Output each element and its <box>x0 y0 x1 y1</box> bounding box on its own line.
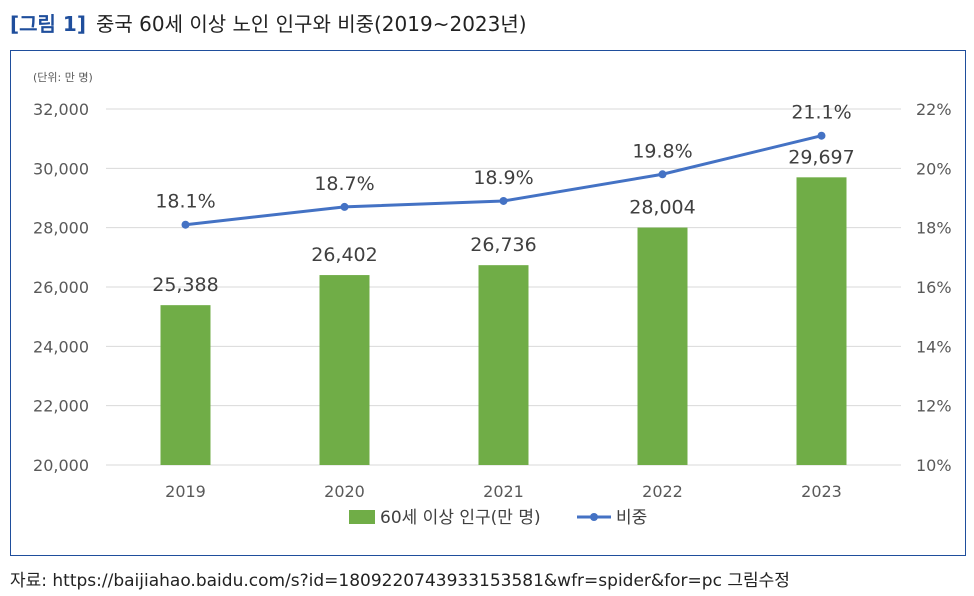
line-point <box>658 170 667 179</box>
x-tick-label: 2022 <box>642 482 683 501</box>
y-right-tick-label: 12% <box>916 397 952 416</box>
line-point <box>181 220 190 229</box>
bar <box>796 177 847 465</box>
figure-title: [그림 1] 중국 60세 이상 노인 인구와 비중(2019~2023년) <box>10 8 527 37</box>
line-data-label: 18.9% <box>473 167 533 189</box>
legend-label-line: 비중 <box>616 508 647 528</box>
x-tick-label: 2019 <box>165 482 206 501</box>
y-right-tick-label: 16% <box>916 278 952 297</box>
y-left-tick-label: 28,000 <box>33 219 89 238</box>
source-note: 자료: https://baijiahao.baidu.com/s?id=180… <box>10 571 790 591</box>
bar-data-label: 25,388 <box>152 274 218 296</box>
combo-chart: 25,388 26,402 26,736 28,004 29,697 18.1% 18.7%… <box>33 71 952 528</box>
legend-swatch-bars <box>349 510 375 524</box>
line-data-label: 21.1% <box>791 102 851 124</box>
y-left-tick-label: 20,000 <box>33 456 89 475</box>
axes: (단위: 만 명) 20,000 10% 22,000 12% 24,000 14% 26,0… <box>33 71 952 501</box>
y-left-tick-label: 30,000 <box>33 159 89 178</box>
data-labels: 25,388 26,402 26,736 28,004 29,697 18.1% 18.7%… <box>152 102 854 296</box>
line-point <box>817 131 826 140</box>
x-tick-label: 2023 <box>801 482 842 501</box>
figure-title-text: 중국 60세 이상 노인 인구와 비중(2019~2023년) <box>95 12 527 36</box>
bar-data-label: 26,402 <box>311 244 377 266</box>
bar-series <box>160 177 847 465</box>
legend-label-bars: 60세 이상 인구(만 명) <box>380 508 541 528</box>
line-data-label: 18.1% <box>155 191 215 213</box>
y-right-tick-label: 14% <box>916 337 952 356</box>
bar <box>319 275 370 465</box>
line-point <box>340 202 349 211</box>
y-right-tick-label: 22% <box>916 100 952 119</box>
bar <box>637 227 688 465</box>
y-left-tick-label: 26,000 <box>33 278 89 297</box>
y-right-tick-label: 10% <box>916 456 952 475</box>
y-left-tick-label: 24,000 <box>33 337 89 356</box>
y-right-tick-label: 20% <box>916 159 952 178</box>
legend: 60세 이상 인구(만 명) 비중 <box>349 508 647 528</box>
bar-data-label: 29,697 <box>788 146 854 168</box>
figure-number: [그림 1] <box>10 12 86 36</box>
y-right-tick-label: 18% <box>916 219 952 238</box>
bar-data-label: 28,004 <box>629 197 695 219</box>
y-left-tick-label: 22,000 <box>33 397 89 416</box>
chart-container: 25,388 26,402 26,736 28,004 29,697 18.1% 18.7%… <box>10 50 966 556</box>
bar <box>160 305 211 465</box>
legend-marker-line <box>590 513 598 521</box>
unit-label: (단위: 만 명) <box>33 71 93 84</box>
x-tick-label: 2021 <box>483 482 524 501</box>
line-series <box>181 131 826 229</box>
y-left-tick-label: 32,000 <box>33 100 89 119</box>
bar-data-label: 26,736 <box>470 234 536 256</box>
x-tick-label: 2020 <box>324 482 365 501</box>
line-data-label: 19.8% <box>632 140 692 162</box>
line-data-label: 18.7% <box>314 173 374 195</box>
line-point <box>499 196 508 205</box>
bar <box>478 265 529 465</box>
